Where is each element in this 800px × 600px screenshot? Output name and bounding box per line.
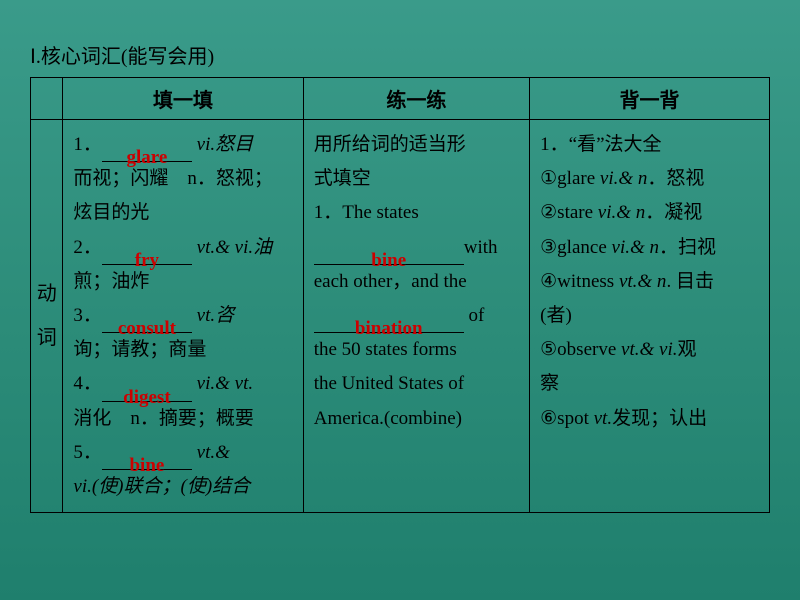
f4-num: 4． [73, 373, 102, 394]
m5b: vt.& n [619, 271, 667, 292]
f2b: 煎；油炸 [73, 271, 149, 292]
f1-blank: glare [102, 142, 192, 162]
m3b: vi.& n [598, 202, 646, 223]
section-title: Ⅰ.核心词汇(能写会用) [30, 40, 770, 69]
table-row: 动 词 1．glare vi.怒目 而视；闪耀 n．怒视； 炫目的光 2．fry… [31, 120, 770, 513]
p4-ans: bination [355, 318, 423, 339]
f3-ans: consult [118, 318, 176, 339]
m4a: ③glance [540, 237, 611, 258]
table-header-row: 填一填 练一练 背一背 [31, 78, 770, 120]
m6c: 观 [677, 339, 696, 360]
memorize-cell: 1．“看”法大全 ①glare vi.& n．怒视 ②stare vi.& n．… [530, 120, 770, 513]
p3-blank: bine [314, 245, 464, 265]
m6a: ⑤observe [540, 339, 621, 360]
f4-blank: digest [102, 382, 192, 402]
f4-ans: digest [123, 387, 171, 408]
p6: the United States of [314, 373, 464, 394]
vocab-table: 填一填 练一练 背一背 动 词 1．glare vi.怒目 而视；闪耀 n．怒视… [30, 77, 770, 513]
f5b: vi.(使)联合；(使)结合 [73, 476, 250, 497]
f4b: 消化 n．摘要；概要 [73, 408, 254, 429]
p7: America.(combine) [314, 408, 462, 429]
m2b: vi.& n [600, 168, 648, 189]
m6d: 察 [540, 373, 559, 394]
f5-ans: bine [129, 455, 164, 476]
m7a: ⑥spot [540, 408, 593, 429]
p3b: with [464, 237, 498, 258]
m5a: ④witness [540, 271, 619, 292]
p5: the 50 states forms [314, 339, 457, 360]
header-blank [31, 78, 63, 120]
f2-txt: vt.& vi.油 [192, 237, 272, 258]
f3-num: 3． [73, 305, 102, 326]
m6b: vt.& vi. [621, 339, 677, 360]
f3b: 询；请教；商量 [73, 339, 206, 360]
m1: 1．“看”法大全 [540, 134, 661, 155]
m7b: vt. [594, 408, 612, 429]
f2-blank: fry [102, 245, 192, 265]
slide-container: Ⅰ.核心词汇(能写会用) 填一填 练一练 背一背 动 词 1．glare vi.… [0, 0, 800, 533]
p4-blank: bination [314, 313, 464, 333]
row-label-char1: 动 [37, 272, 57, 316]
f1-num: 1． [73, 134, 102, 155]
row-label-cell: 动 词 [31, 120, 63, 513]
m3c: ．凝视 [645, 202, 702, 223]
f1c: 炫目的光 [73, 202, 149, 223]
p1: 用所给词的适当形 [314, 134, 466, 155]
m4c: ．扫视 [659, 237, 716, 258]
p3a: 1．The states [314, 202, 419, 223]
m5d: (者) [540, 305, 572, 326]
p3-ans: bine [371, 250, 406, 271]
f5-num: 5． [73, 442, 102, 463]
m3a: ②stare [540, 202, 598, 223]
f2-ans: fry [135, 250, 159, 271]
f3-blank: consult [102, 313, 192, 333]
m5c: . 目击 [666, 271, 714, 292]
header-fill: 填一填 [63, 78, 303, 120]
f1-ans: glare [127, 147, 168, 168]
m2c: ．怒视 [647, 168, 704, 189]
header-practice: 练一练 [303, 78, 529, 120]
f2-num: 2． [73, 237, 102, 258]
f1b: 而视；闪耀 n．怒视； [73, 168, 273, 189]
f5-blank: bine [102, 450, 192, 470]
fill-cell: 1．glare vi.怒目 而视；闪耀 n．怒视； 炫目的光 2．fry vt.… [63, 120, 303, 513]
f4-txt: vi.& vt. [192, 373, 253, 394]
m7c: 发现；认出 [612, 408, 707, 429]
practice-cell: 用所给词的适当形 式填空 1．The states binewith each … [303, 120, 529, 513]
f3-txt: vt.咨 [192, 305, 234, 326]
f1-txt: vi.怒目 [192, 134, 253, 155]
row-label-inner: 动 词 [33, 272, 60, 360]
m2a: ①glare [540, 168, 600, 189]
f5-txt: vt.& [192, 442, 230, 463]
p4b: of [464, 305, 485, 326]
p4: each other，and the [314, 271, 467, 292]
m4b: vi.& n [612, 237, 660, 258]
p2: 式填空 [314, 168, 371, 189]
header-memorize: 背一背 [530, 78, 770, 120]
row-label-char2: 词 [37, 316, 57, 360]
